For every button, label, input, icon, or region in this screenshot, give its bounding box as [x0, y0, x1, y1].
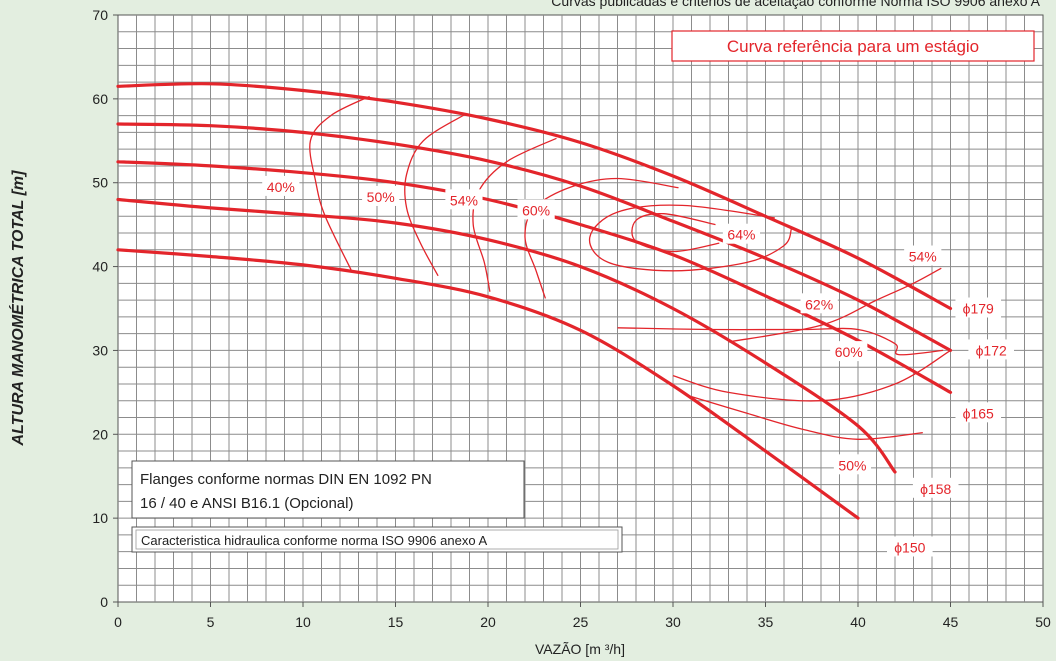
impeller-curve	[116, 197, 897, 474]
impeller-curve	[116, 82, 953, 311]
impeller-label: ϕ165	[963, 405, 994, 421]
efficiency-label-bg	[904, 245, 942, 266]
efficiency-curve	[617, 327, 944, 356]
efficiency-label-bg	[362, 185, 400, 206]
x-tick-label: 10	[295, 614, 311, 630]
x-axis-label: VAZÃO [m ³/h]	[535, 641, 625, 657]
efficiency-label: 40%	[267, 179, 295, 195]
efficiency-curve	[404, 113, 467, 277]
y-tick-label: 30	[92, 342, 108, 358]
x-tick-label: 40	[850, 614, 866, 630]
y-tick-label: 60	[92, 91, 108, 107]
axis-ticks: 0 5 10 15 20 25 30 35 40 45 50 0 10 20 30 40 50 60 70	[92, 7, 1051, 630]
efficiency-label: 64%	[727, 227, 755, 243]
efficiency-curve	[631, 212, 720, 253]
efficiency-label-bg	[833, 454, 872, 475]
y-tick-label: 0	[100, 594, 108, 610]
y-tick-label: 10	[92, 510, 108, 526]
efficiency-label-bg	[262, 175, 300, 196]
efficiency-label: 50%	[367, 189, 395, 205]
impeller-curve	[116, 122, 953, 352]
efficiency-label-bg	[445, 189, 483, 210]
reference-label-box	[671, 30, 1035, 62]
impeller-label-bg	[912, 477, 959, 498]
impeller-label: ϕ158	[920, 481, 951, 497]
flanges-note-box	[131, 460, 525, 519]
impeller-label-bg	[955, 402, 1002, 423]
impeller-curve	[116, 248, 860, 520]
impeller-label-bg	[887, 536, 933, 557]
efficiency-curves	[309, 95, 951, 440]
x-tick-label: 15	[388, 614, 404, 630]
efficiency-curve	[588, 204, 793, 272]
efficiency-label-bg	[722, 223, 761, 244]
impeller-label: ϕ150	[894, 539, 925, 555]
efficiency-label: 62%	[805, 296, 833, 312]
impeller-curves	[116, 82, 953, 520]
efficiency-label: 54%	[450, 192, 478, 208]
x-tick-label: 30	[665, 614, 681, 630]
hydraulic-note-box	[131, 526, 623, 553]
efficiency-label: 60%	[835, 344, 863, 360]
x-tick-label: 50	[1035, 614, 1051, 630]
impeller-label-bg	[968, 339, 1014, 360]
impeller-label: ϕ179	[963, 301, 994, 317]
x-tick-label: 0	[114, 614, 122, 630]
efficiency-curve	[309, 95, 370, 271]
efficiency-curve	[691, 395, 923, 440]
efficiency-curve	[728, 267, 942, 343]
efficiency-label: 50%	[838, 457, 866, 473]
y-tick-label: 70	[92, 7, 108, 23]
x-tick-label: 20	[480, 614, 496, 630]
hydraulic-note: Caracteristica hidraulica conforme norma…	[141, 533, 487, 548]
efficiency-label: 54%	[909, 249, 937, 265]
flanges-note-line2: 16 / 40 e ANSI B16.1 (Opcional)	[140, 495, 353, 512]
y-tick-label: 20	[92, 426, 108, 442]
x-tick-label: 5	[207, 614, 215, 630]
y-tick-label: 50	[92, 175, 108, 191]
x-tick-label: 45	[943, 614, 959, 630]
y-tick-label: 40	[92, 259, 108, 275]
y-axis-label: ALTURA MANOMÉTRICA TOTAL [m]	[8, 170, 27, 447]
efficiency-label-bg	[830, 341, 868, 362]
impeller-label: ϕ172	[976, 342, 1007, 358]
efficiency-label-bg	[517, 199, 555, 220]
hydraulic-note-inner-border	[135, 529, 619, 550]
flanges-note-line1: Flanges conforme normas DIN EN 1092 PN	[140, 471, 432, 488]
chart-title: Curvas publicadas e critérios de aceitaç…	[551, 0, 1040, 9]
x-tick-label: 35	[758, 614, 774, 630]
x-tick-label: 25	[573, 614, 589, 630]
reference-label: Curva referência para um estágio	[727, 37, 979, 56]
impeller-label-bg	[955, 297, 1002, 318]
efficiency-label-bg	[800, 293, 838, 314]
efficiency-label: 60%	[522, 202, 550, 218]
curve-labels: 40% 50% 54% 60% 64% 62% 60% 54% 50% ϕ179 ϕ172 ϕ165 ϕ…	[262, 175, 1014, 557]
